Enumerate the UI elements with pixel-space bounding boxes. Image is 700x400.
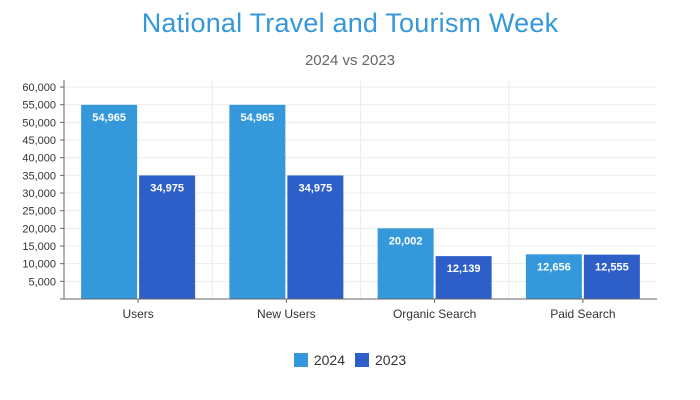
bar-2023-users [139, 175, 196, 299]
data-label: 34,975 [299, 182, 333, 194]
data-label: 34,975 [150, 182, 184, 194]
data-label: 12,656 [537, 261, 571, 273]
y-tick-label: 60,000 [22, 82, 56, 94]
y-tick-label: 20,000 [22, 223, 56, 235]
legend-label-2024: 2024 [313, 352, 345, 368]
data-label: 12,555 [595, 262, 629, 274]
x-tick-label: Paid Search [550, 307, 615, 321]
data-label: 54,965 [241, 112, 275, 124]
legend-label-2023: 2023 [375, 352, 407, 368]
y-tick-label: 25,000 [22, 206, 56, 218]
bar-2023-new-users [287, 175, 344, 299]
chart-title: National Travel and Tourism Week [141, 8, 559, 38]
legend-item-2023[interactable]: 2023 [355, 352, 406, 368]
y-tick-label: 40,000 [22, 153, 56, 165]
chart-subtitle: 2024 vs 2023 [304, 52, 396, 69]
y-tick-label: 15,000 [22, 241, 56, 253]
bar-2024-users [81, 104, 138, 300]
x-tick-label: New Users [257, 307, 316, 321]
y-tick-label: 10,000 [22, 259, 56, 271]
bar-2023-organic-search [435, 256, 492, 299]
y-tick-label: 55,000 [22, 100, 56, 112]
y-tick-label: 50,000 [22, 117, 56, 129]
data-label: 12,139 [447, 263, 481, 275]
bar-2024-paid-search [525, 254, 582, 299]
x-tick-label: Organic Search [393, 307, 476, 321]
x-tick-label: Users [122, 307, 153, 321]
legend-swatch-2024 [293, 353, 308, 367]
data-label: 20,002 [389, 235, 423, 247]
y-tick-label: 45,000 [22, 135, 56, 147]
data-label: 54,965 [92, 112, 126, 124]
bar-2024-new-users [229, 104, 286, 300]
legend-item-2024[interactable]: 2024 [293, 352, 345, 368]
y-tick-label: 35,000 [22, 170, 56, 182]
y-tick-label: 5,000 [28, 276, 56, 288]
bar-2023-paid-search [583, 254, 640, 299]
y-tick-label: 30,000 [22, 188, 56, 200]
bar-2024-organic-search [377, 228, 434, 299]
legend-swatch-2023 [355, 353, 369, 367]
legend: 2024 2023 [0, 352, 700, 368]
